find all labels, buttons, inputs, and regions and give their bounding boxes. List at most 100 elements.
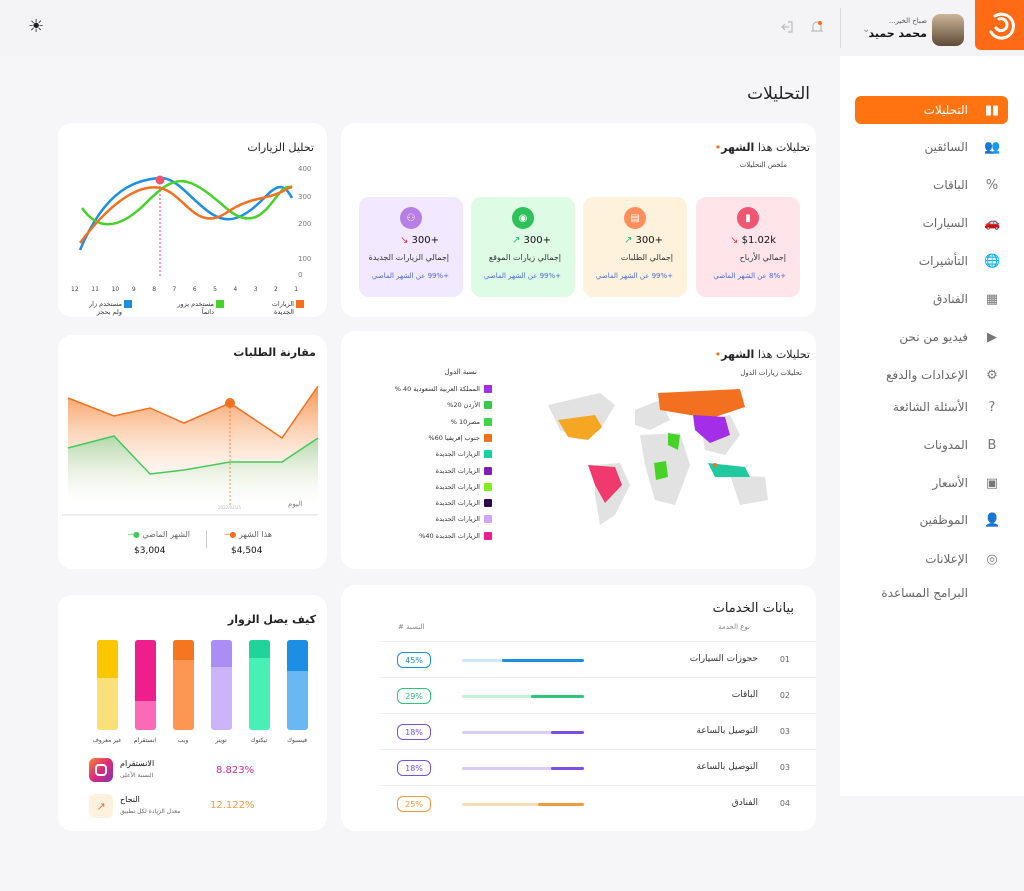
- visas-icon: 🌐: [984, 253, 1001, 269]
- trend-up-icon: ↗: [623, 235, 636, 246]
- sidebar-item-label: الإعلانات: [925, 552, 968, 566]
- y-tick-label: 300: [298, 193, 311, 201]
- service-name: الباقات: [731, 690, 758, 700]
- sidebar-item-settings-payment[interactable]: الإعدادات والدفع ⚙: [855, 361, 1008, 389]
- world-map: [548, 389, 768, 525]
- table-row[interactable]: 18% التوصيل بالساعة 03: [380, 749, 816, 785]
- legend-swatch: [484, 401, 492, 410]
- x-tick-label: 3: [254, 286, 258, 293]
- row-number: 02: [779, 691, 790, 700]
- source-bar[interactable]: [173, 640, 194, 730]
- countries-legend-title: نسبة الدول: [444, 368, 477, 376]
- legend-label: الزيارات الجديدة: [435, 450, 480, 459]
- source-bar[interactable]: [287, 640, 308, 730]
- stat-value: ↘ 300+: [399, 235, 439, 246]
- this-month-value: $4,504: [231, 546, 263, 556]
- source-bar[interactable]: [211, 640, 232, 730]
- sidebar-item-prices[interactable]: الأسعار ▣: [855, 469, 1008, 497]
- success-subtitle: معدل الزيادة لكل تطبيق: [120, 808, 181, 815]
- bell-icon[interactable]: [810, 20, 824, 38]
- theme-toggle-icon[interactable]: ☀: [28, 16, 45, 37]
- legend-label: الزيارات الجديدة: [435, 482, 480, 491]
- stat-card[interactable]: ⚇ ↘ 300+ إجمالي الزيارات الجديدة +99% عن ال…: [359, 197, 463, 297]
- success-value: 12.122%: [210, 800, 255, 811]
- source-bar[interactable]: [97, 640, 118, 730]
- stat-change: +8% عن الشهر الماضي: [713, 272, 786, 280]
- progress-track: [462, 731, 584, 734]
- legend-swatch: [484, 385, 492, 393]
- instagram-icon: [89, 758, 113, 782]
- sidebar-item-label: الإعدادات والدفع: [886, 368, 968, 382]
- x-tick-label: 7: [173, 286, 177, 293]
- sidebar-item-faq[interactable]: الأسئلة الشائعة?: [855, 393, 1008, 421]
- sidebar-item-blogs[interactable]: المدونات B: [855, 431, 1008, 459]
- x-tick-label: 6: [193, 286, 197, 293]
- sidebar-item-packages[interactable]: الباقات%: [855, 171, 1008, 199]
- legend-swatch: [216, 300, 224, 308]
- legend-swatch: [484, 515, 492, 524]
- stat-icon: ▤: [624, 207, 646, 229]
- avatar[interactable]: [932, 14, 964, 46]
- sidebar-item-label: الباقات: [933, 178, 968, 192]
- sidebar-item-drivers[interactable]: السائقين 👥: [855, 133, 1008, 161]
- visitors-title: كيف يصل الزوار: [227, 613, 316, 626]
- sidebar-item-about-video[interactable]: فيديو من نحن ▶: [855, 323, 1008, 351]
- this-month-label: هذا الشهر ●─: [224, 530, 272, 539]
- stat-label: إجمالي زيارات الموقع: [488, 253, 561, 262]
- source-label: انستقرام: [133, 737, 157, 744]
- countries-subtitle: تحليلات زيارات الدول: [740, 369, 802, 377]
- countries-card: [341, 331, 816, 569]
- services-col-type: نوع الخدمة: [718, 623, 750, 631]
- insta-title: الانستقرام: [120, 759, 155, 768]
- progress-fill: [551, 767, 584, 770]
- legend-swatch: [124, 300, 132, 308]
- legend-label: جنوب إفريقيا 60%: [428, 433, 480, 442]
- greeting-text: صباح الخير...: [888, 17, 927, 25]
- analytics-icon: ▮▮: [984, 102, 1000, 118]
- sidebar-item-affiliate[interactable]: البرامج المساعدة: [855, 579, 1008, 607]
- progress-fill: [551, 731, 584, 734]
- chevron-down-icon[interactable]: ⌄: [862, 24, 871, 35]
- series-line-green: [80, 179, 293, 226]
- sidebar-item-analytics[interactable]: التحليلات ▮▮: [855, 96, 1008, 124]
- sidebar-item-ads[interactable]: الإعلانات ◎: [855, 545, 1008, 573]
- x-tick-label: 5: [213, 286, 217, 293]
- stat-card[interactable]: ◉ ↗ 300+ إجمالي زيارات الموقع +99% عن الشهر…: [471, 197, 575, 297]
- packages-icon: %: [985, 177, 999, 193]
- table-row[interactable]: 18% التوصيل بالساعة 03: [380, 713, 816, 749]
- stat-value: ↗ 300+: [623, 235, 663, 246]
- pct-badge: 25%: [397, 796, 431, 812]
- orders-divider: [206, 530, 207, 548]
- visits-point-marker: [155, 175, 165, 185]
- legend-swatch: [484, 466, 492, 475]
- employees-icon: 👤: [984, 512, 1001, 528]
- logo-icon: [989, 12, 1015, 40]
- trend-down-icon: ↘: [399, 235, 412, 246]
- stat-label: إجمالي الأرباح: [739, 253, 786, 262]
- sidebar-item-hotels[interactable]: الفنادق ▦: [855, 285, 1008, 313]
- logo[interactable]: [975, 0, 1024, 50]
- source-bar-top: [287, 640, 308, 671]
- table-row[interactable]: 29% الباقات 02: [380, 677, 816, 713]
- trend-down-icon: ↘: [730, 235, 742, 246]
- service-name: التوصيل بالساعة: [696, 762, 758, 772]
- legend-swatch: [484, 499, 492, 508]
- sidebar-item-employees[interactable]: الموظفين 👤: [855, 506, 1008, 534]
- table-row[interactable]: 45% حجوزات السيارات 01: [380, 641, 816, 677]
- source-bar-top: [97, 640, 118, 678]
- cars-icon: 🚗: [984, 215, 1001, 231]
- logout-icon[interactable]: [780, 20, 794, 38]
- x-tick-label: 10: [112, 286, 120, 293]
- pct-badge: 18%: [397, 724, 431, 740]
- user-name[interactable]: محمد حميد: [868, 27, 927, 40]
- stat-card[interactable]: ▤ ↗ 300+ إجمالي الطلبات +99% عن الشهر الماض…: [583, 197, 687, 297]
- sidebar-item-visas[interactable]: التأشيرات 🌐: [855, 247, 1008, 275]
- sidebar-item-cars[interactable]: السيارات 🚗: [855, 209, 1008, 237]
- table-row[interactable]: 25% الفنادق 04: [380, 785, 816, 821]
- source-bar[interactable]: [135, 640, 156, 730]
- service-name: حجوزات السيارات: [689, 654, 758, 664]
- source-bar[interactable]: [249, 640, 270, 730]
- legend-label: الزيارات الجديدة 40%: [419, 531, 480, 540]
- top-bar: [0, 0, 1024, 56]
- stat-card[interactable]: ▮ ↘ $1.02k إجمالي الأرباح +8% عن الشهر الما…: [696, 197, 800, 297]
